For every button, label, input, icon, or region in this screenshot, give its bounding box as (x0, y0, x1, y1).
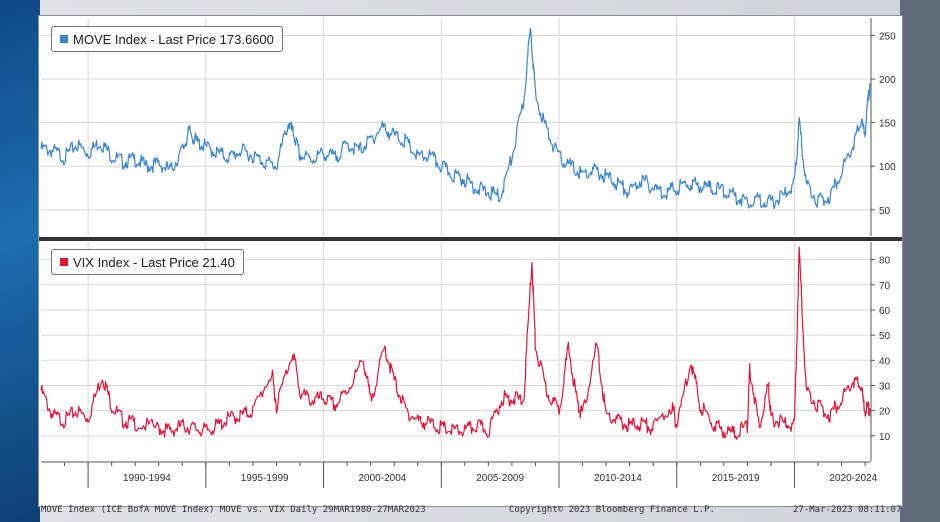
vix-ytick-label: 20 (879, 407, 891, 418)
vix-ytick-label: 80 (879, 256, 891, 267)
move-ytick-label: 100 (879, 162, 896, 173)
x-period-label: 1990-1994 (123, 473, 171, 484)
vix-ytick-label: 10 (879, 432, 891, 443)
background-right (900, 0, 940, 522)
vix-legend-swatch (60, 258, 68, 266)
x-period-label: 2010-2014 (594, 473, 642, 484)
panel-separator (39, 237, 902, 241)
chart-canvas: 50 100 150 200 250 10 20 30 40 50 60 70 80 1990-1994 1… (39, 18, 902, 488)
move-legend-swatch (60, 35, 68, 43)
vix-ytick-label: 40 (879, 356, 891, 367)
vix-legend: VIX Index - Last Price 21.40 (51, 249, 244, 275)
move-ytick-label: 50 (879, 206, 891, 217)
vix-ytick-label: 60 (879, 306, 891, 317)
x-period-label: 2015-2019 (712, 473, 760, 484)
chart-frame: 50 100 150 200 250 10 20 30 40 50 60 70 80 1990-1994 1… (38, 15, 903, 515)
move-legend-label: MOVE Index - Last Price 173.6600 (73, 31, 274, 47)
x-period-label: 2000-2004 (359, 473, 407, 484)
move-ytick-label: 200 (879, 75, 896, 86)
vix-legend-label: VIX Index - Last Price 21.40 (73, 254, 235, 270)
footer-copyright: Copyright© 2023 Bloomberg Finance L.P. (509, 505, 715, 515)
vix-ytick-label: 50 (879, 331, 891, 342)
move-ytick-label: 150 (879, 119, 896, 130)
footer-source: MOVE Index (ICE BofA MOVE Index) MOVE vs… (41, 505, 426, 515)
x-period-label: 1995-1999 (241, 473, 289, 484)
vix-ytick-label: 30 (879, 381, 891, 392)
x-period-label: 2020-2024 (829, 473, 877, 484)
move-ytick-label: 250 (879, 31, 896, 42)
move-series-line (40, 27, 871, 210)
move-legend: MOVE Index - Last Price 173.6600 (51, 26, 283, 52)
background-left-accent (0, 0, 40, 522)
vix-ytick-label: 70 (879, 281, 891, 292)
footer-timestamp: 27-Mar-2023 08:11:07 (793, 505, 902, 515)
vix-series-line (40, 246, 871, 440)
x-period-label: 2005-2009 (476, 473, 524, 484)
